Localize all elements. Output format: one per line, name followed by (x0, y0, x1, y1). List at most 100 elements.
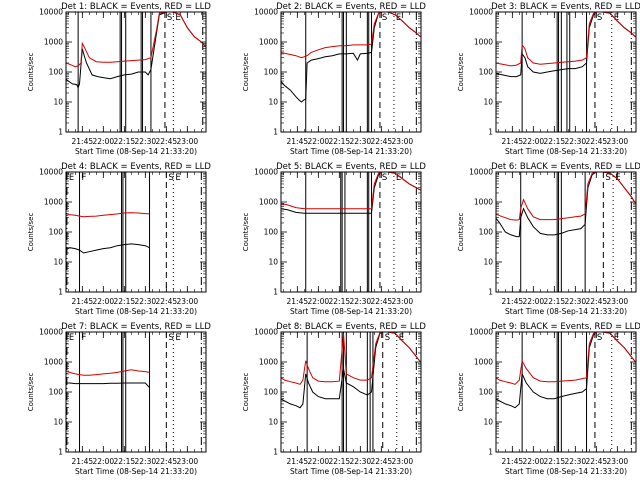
x-tick-label: 22:00 (523, 457, 545, 466)
lld-series-line (496, 332, 636, 385)
y-tick-label: 10 (53, 418, 63, 427)
x-tick-label: 23:00 (177, 457, 199, 466)
x-tick-label: 23:00 (392, 297, 414, 306)
x-axis-start-time: Start Time (08-Sep-14 21:33:20) (505, 467, 627, 476)
y-tick-label: 1 (273, 448, 278, 457)
x-tick-label: 21:45 (72, 457, 94, 466)
x-tick-label: 22:00 (308, 137, 330, 146)
time-marker-label: E (175, 13, 180, 23)
panel-title: Det 2: BLACK = Events, RED = LLD (276, 2, 426, 12)
y-tick-label: 100 (264, 228, 279, 237)
y-tick-label: 10 (268, 258, 278, 267)
y-tick-label: 1 (273, 288, 278, 297)
y-tick-label: 10000 (469, 328, 493, 337)
y-tick-label: 10 (268, 98, 278, 107)
y-tick-label: 1000 (474, 38, 493, 47)
x-tick-label: 22:45 (156, 137, 178, 146)
x-tick-label: 21:45 (502, 137, 524, 146)
x-tick-label: 22:15 (329, 297, 351, 306)
x-tick-label: 22:00 (93, 457, 115, 466)
plot-frame (65, 331, 207, 453)
time-marker-label: E (399, 333, 404, 343)
lld-series-line (66, 212, 150, 218)
y-axis-label: Counts/sec (27, 213, 35, 252)
x-axis-start-time: Start Time (08-Sep-14 21:33:20) (290, 147, 412, 156)
x-tick-label: 22:30 (135, 137, 157, 146)
x-tick-label: 22:45 (586, 137, 608, 146)
x-tick-label: 22:30 (135, 457, 157, 466)
x-tick-label: 22:15 (544, 297, 566, 306)
panel-title: Det 8: BLACK = Events, RED = LLD (276, 322, 426, 332)
y-axis-label: Counts/sec (27, 53, 35, 92)
x-tick-label: 22:15 (544, 457, 566, 466)
x-tick-label: 22:45 (586, 297, 608, 306)
panel-title: Det 5: BLACK = Events, RED = LLD (276, 162, 426, 172)
events-series-line (66, 382, 150, 388)
x-tick-label: 22:00 (93, 297, 115, 306)
y-tick-label: 10 (483, 258, 493, 267)
y-tick-label: 100 (264, 388, 279, 397)
plot-frame (65, 171, 207, 293)
y-tick-label: 10000 (39, 8, 63, 17)
x-tick-label: 22:45 (586, 457, 608, 466)
x-tick-label: 23:00 (392, 457, 414, 466)
time-marker-label: S (597, 333, 602, 343)
y-tick-label: 1000 (474, 198, 493, 207)
lld-series-line (281, 12, 421, 59)
events-series-line (281, 332, 421, 409)
x-tick-label: 22:00 (308, 297, 330, 306)
x-tick-label: 21:45 (287, 297, 309, 306)
x-tick-label: 22:00 (523, 137, 545, 146)
panel-title: Det 4: BLACK = Events, RED = LLD (61, 162, 211, 172)
detector-panel: Det 7: BLACK = Events, RED = LLD Counts/s… (27, 322, 211, 476)
y-tick-label: 10 (53, 258, 63, 267)
detector-panel: Det 1: BLACK = Events, RED = LLD Counts/s… (27, 2, 211, 156)
y-axis-label: Counts/sec (242, 373, 250, 412)
y-tick-label: 1 (488, 128, 493, 137)
y-tick-label: 10000 (469, 168, 493, 177)
y-tick-label: 1 (488, 448, 493, 457)
y-tick-label: 10 (483, 418, 493, 427)
x-tick-label: 21:45 (287, 457, 309, 466)
y-tick-label: 10000 (469, 8, 493, 17)
x-tick-label: 21:45 (287, 137, 309, 146)
x-tick-label: 21:45 (72, 297, 94, 306)
x-tick-label: 21:45 (502, 457, 524, 466)
lld-series-line (66, 369, 150, 376)
time-marker-label: F (82, 173, 87, 183)
y-axis-label: Counts/sec (242, 213, 250, 252)
x-tick-label: 23:00 (177, 137, 199, 146)
time-marker-label: S (168, 173, 173, 183)
x-tick-label: 22:30 (350, 457, 372, 466)
time-marker-label: E (175, 173, 180, 183)
x-axis-start-time: Start Time (08-Sep-14 21:33:20) (75, 307, 197, 316)
y-axis-label: Counts/sec (457, 213, 465, 252)
y-tick-label: 1 (58, 128, 63, 137)
x-tick-label: 22:30 (565, 457, 587, 466)
y-axis-label: Counts/sec (27, 373, 35, 412)
time-marker-label: S (167, 13, 172, 23)
x-tick-label: 22:30 (350, 137, 372, 146)
y-tick-label: 100 (479, 228, 494, 237)
y-tick-label: 100 (49, 68, 64, 77)
y-tick-label: 1 (273, 128, 278, 137)
lld-series-line (496, 12, 636, 67)
x-tick-label: 23:00 (607, 457, 629, 466)
y-tick-label: 1000 (44, 38, 63, 47)
plot-frame (495, 171, 637, 293)
time-marker-label: S (168, 333, 173, 343)
x-tick-label: 22:30 (565, 137, 587, 146)
time-marker-label: E (615, 173, 620, 183)
detector-panel: Det 8: BLACK = Events, RED = LLD Counts/s… (242, 322, 426, 476)
y-tick-label: 1000 (259, 358, 278, 367)
x-tick-label: 22:00 (93, 137, 115, 146)
x-tick-label: 22:15 (544, 137, 566, 146)
x-tick-label: 23:00 (607, 137, 629, 146)
x-axis-start-time: Start Time (08-Sep-14 21:33:20) (290, 467, 412, 476)
y-tick-label: 100 (264, 68, 279, 77)
plot-frame (65, 11, 207, 133)
time-marker-label: F (82, 333, 87, 343)
panel-title: Det 6: BLACK = Events, RED = LLD (491, 162, 640, 172)
detector-panel: Det 6: BLACK = Events, RED = LLD Counts/s… (457, 162, 640, 316)
x-axis-start-time: Start Time (08-Sep-14 21:33:20) (290, 307, 412, 316)
